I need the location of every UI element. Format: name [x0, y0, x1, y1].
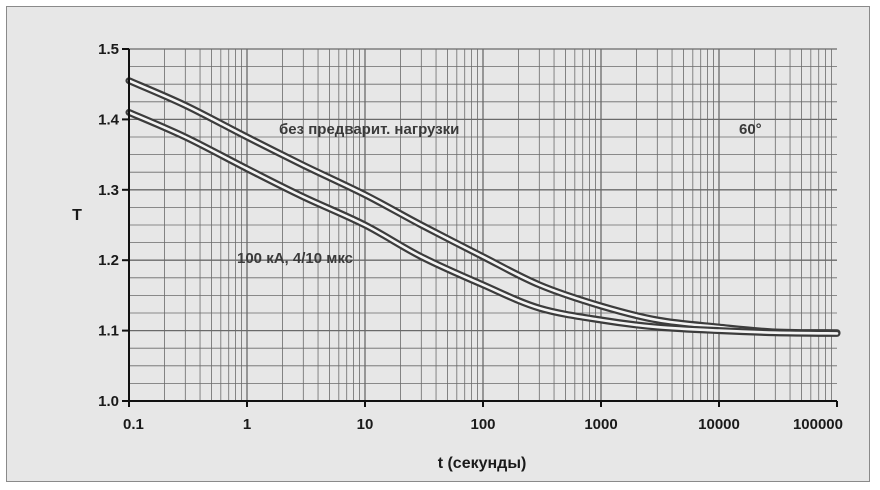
- annotation-current: 100 кА, 4/10 мкс: [237, 250, 353, 267]
- annotation-angle: 60°: [739, 121, 762, 138]
- y-tick-label: 1.1: [98, 323, 119, 340]
- tick-labels: 1.0 1.1 1.2 1.3 1.4 1.5 0.1 1 10 100 1000 10000 1000…: [98, 41, 843, 433]
- curves: [125, 77, 841, 337]
- x-axis-label: t (секунды): [438, 455, 527, 472]
- x-tick-label: 1: [243, 416, 251, 433]
- y-axis-label: T: [72, 207, 82, 224]
- y-tick-label: 1.4: [98, 111, 120, 128]
- annotation-no-preload: без предварит. нагрузки: [279, 121, 459, 138]
- y-tick-label: 1.5: [98, 41, 119, 58]
- x-tick-label: 10000: [698, 416, 740, 433]
- y-tick-label: 1.2: [98, 252, 119, 269]
- x-tick-label: 1000: [584, 416, 617, 433]
- x-tick-label: 100000: [793, 416, 843, 433]
- y-tick-label: 1.3: [98, 182, 119, 199]
- x-tick-label: 10: [357, 416, 374, 433]
- grid: [128, 48, 837, 402]
- y-tick-label: 1.0: [98, 393, 119, 410]
- x-tick-label: 0.1: [123, 416, 144, 433]
- chart-frame: 1.0 1.1 1.2 1.3 1.4 1.5 0.1 1 10 100 1000 10000 1000…: [6, 6, 870, 482]
- x-tick-label: 100: [470, 416, 495, 433]
- axes: [122, 48, 838, 407]
- series-2-highlight: [127, 111, 839, 335]
- chart-svg: 1.0 1.1 1.2 1.3 1.4 1.5 0.1 1 10 100 1000 10000 1000…: [72, 41, 843, 472]
